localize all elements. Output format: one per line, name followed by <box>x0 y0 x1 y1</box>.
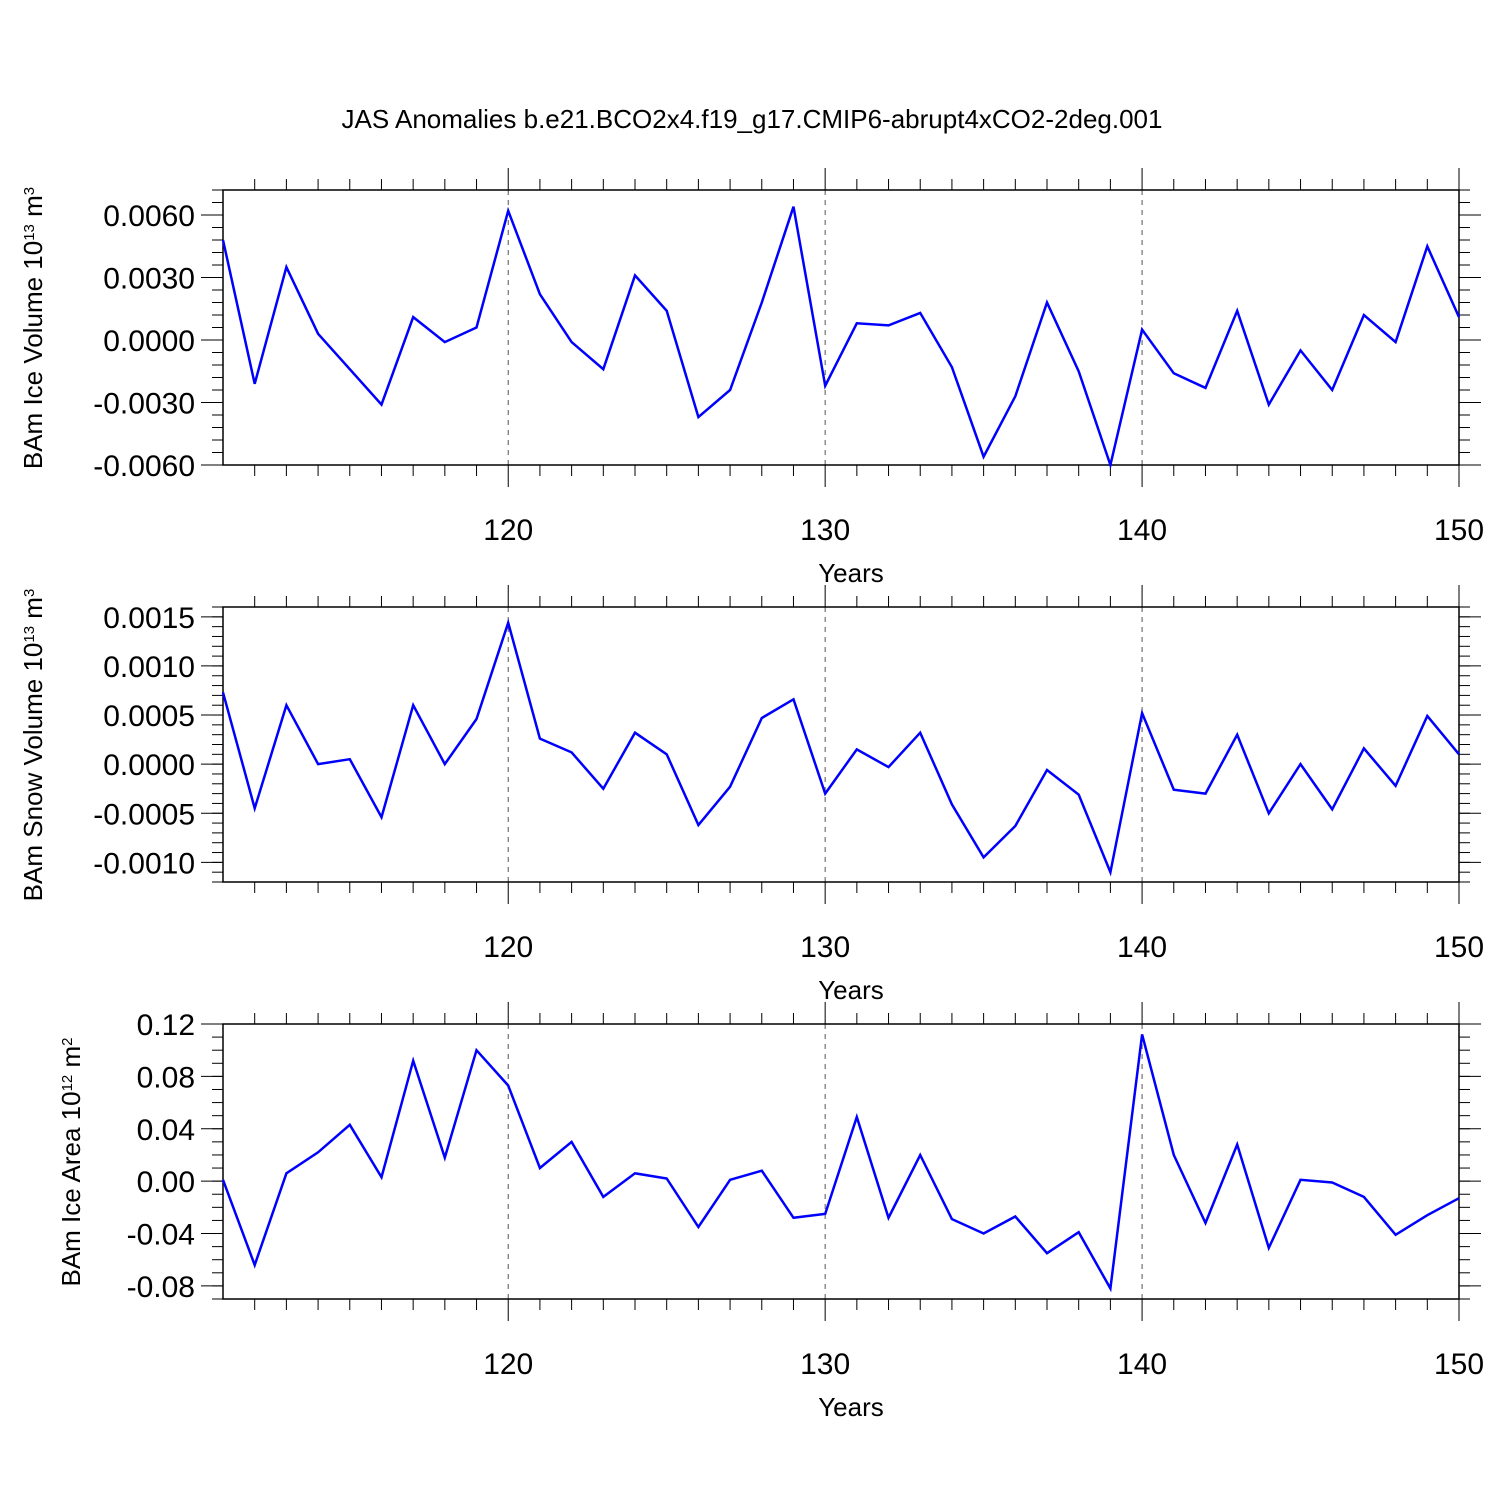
y-tick-label: -0.04 <box>127 1219 195 1252</box>
y-axis-label: BAm Ice Volume 1013 m3 <box>18 187 48 469</box>
x-tick-label: 130 <box>800 931 850 964</box>
x-tick-label: 150 <box>1434 1348 1484 1381</box>
y-axis-label: BAm Ice Area 1012 m2 <box>56 1037 86 1286</box>
x-tick-label: 140 <box>1117 514 1167 547</box>
y-tick-label: -0.0005 <box>93 798 195 831</box>
series-line <box>221 618 1460 877</box>
series-line <box>221 206 1461 470</box>
x-tick-label: 120 <box>483 931 533 964</box>
plot-frame <box>222 1023 1460 1300</box>
y-tick-label: -0.08 <box>127 1271 195 1304</box>
y-tick-label: 0.00 <box>137 1166 195 1199</box>
y-tick-label: 0.0030 <box>103 263 195 296</box>
y-tick-label: 0.0060 <box>103 200 195 233</box>
x-tick-label: 140 <box>1117 931 1167 964</box>
y-tick-label: -0.0060 <box>93 450 195 483</box>
chart-title: JAS Anomalies b.e21.BCO2x4.f19_g17.CMIP6… <box>342 104 1163 134</box>
x-tick-label: 120 <box>483 1348 533 1381</box>
chart-panel-1: -0.0060 -0.0030 0.0000 0.0030 0.0060 120 130 14… <box>18 168 1484 588</box>
chart-panel-3: -0.08 -0.04 0.00 0.04 0.08 0.12 120 130 140 150 Ye… <box>56 1002 1484 1422</box>
y-tick-label: 0.0005 <box>103 700 195 733</box>
x-tick-label: 140 <box>1117 1348 1167 1381</box>
x-tick-label: 120 <box>483 514 533 547</box>
y-tick-label: 0.12 <box>137 1009 195 1042</box>
x-tick-label: 130 <box>800 514 850 547</box>
y-tick-label: -0.0030 <box>93 388 195 421</box>
series-line <box>221 1034 1460 1293</box>
y-tick-label: 0.0010 <box>103 651 195 684</box>
x-tick-label: 130 <box>800 1348 850 1381</box>
y-tick-label: 0.0000 <box>103 749 195 782</box>
y-tick-label: 0.08 <box>137 1061 195 1094</box>
plot-frame <box>222 606 1460 883</box>
x-axis-label: Years <box>818 975 884 1005</box>
x-axis-label: Years <box>818 558 884 588</box>
x-tick-label: 150 <box>1434 514 1484 547</box>
y-tick-label: 0.0000 <box>103 325 195 358</box>
y-tick-label: 0.0015 <box>103 602 195 635</box>
y-tick-label: -0.0010 <box>93 847 195 880</box>
x-axis-label: Years <box>818 1392 884 1422</box>
y-axis-label: BAm Snow Volume 1013 m3 <box>18 589 48 902</box>
x-tick-label: 150 <box>1434 931 1484 964</box>
chart-panel-2: -0.0010 -0.0005 0.0000 0.0005 0.0010 0.0015 12… <box>18 585 1484 1005</box>
y-tick-label: 0.04 <box>137 1114 195 1147</box>
